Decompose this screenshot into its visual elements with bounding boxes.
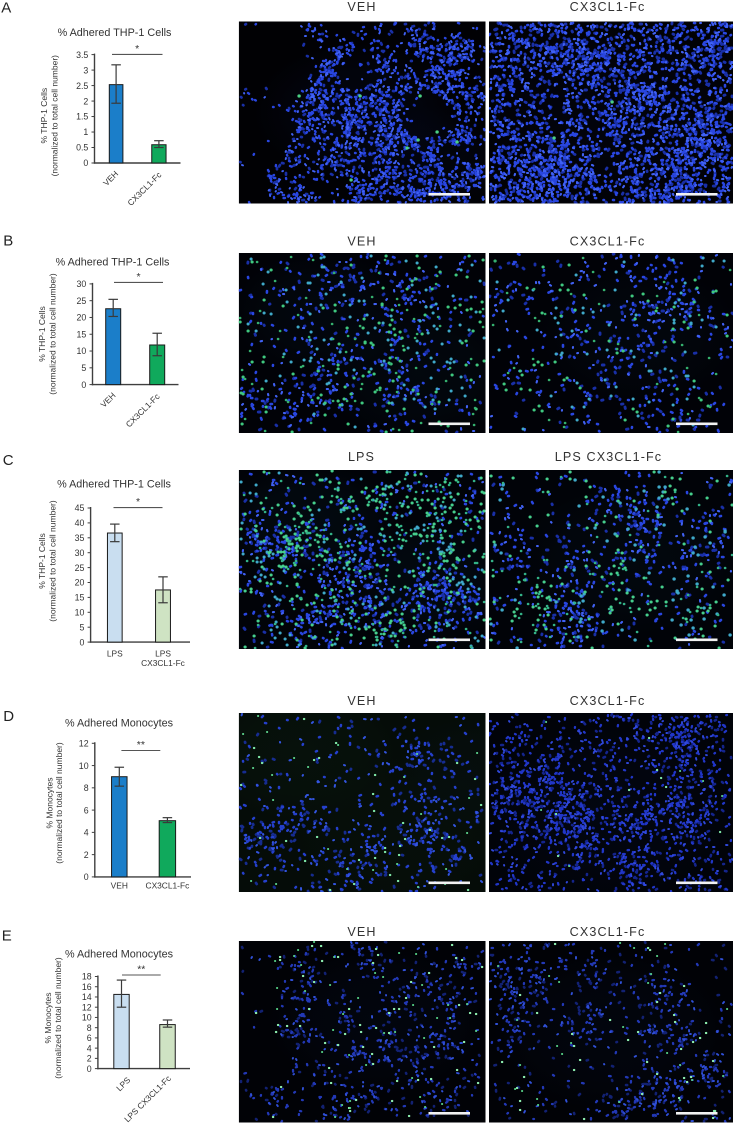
svg-text:5: 5 bbox=[81, 363, 86, 373]
svg-text:LPS: LPS bbox=[348, 450, 375, 464]
svg-text:VEH: VEH bbox=[98, 390, 117, 409]
svg-text:% THP-1 Cells: % THP-1 Cells bbox=[39, 88, 49, 144]
svg-text:(normalized to total cell numb: (normalized to total cell number) bbox=[48, 500, 58, 622]
svg-text:CX3CL1-Fc: CX3CL1-Fc bbox=[570, 925, 646, 939]
svg-text:14: 14 bbox=[82, 992, 92, 1002]
svg-text:12: 12 bbox=[82, 1002, 92, 1012]
svg-text:2: 2 bbox=[87, 1054, 92, 1064]
svg-text:CX3CL1-Fc: CX3CL1-Fc bbox=[570, 694, 646, 708]
svg-text:0: 0 bbox=[79, 637, 84, 647]
svg-text:(normalized to total cell numb: (normalized to total cell number) bbox=[50, 55, 60, 177]
svg-text:LPS: LPS bbox=[114, 1075, 133, 1094]
svg-text:12: 12 bbox=[79, 739, 89, 749]
svg-text:VEH: VEH bbox=[347, 235, 376, 249]
svg-text:VEH: VEH bbox=[101, 169, 120, 188]
svg-text:LPS: LPS bbox=[107, 649, 123, 659]
svg-text:0: 0 bbox=[84, 872, 89, 882]
svg-text:16: 16 bbox=[82, 982, 92, 992]
svg-text:30: 30 bbox=[75, 548, 85, 558]
svg-text:% Adhered THP-1 Cells: % Adhered THP-1 Cells bbox=[57, 479, 171, 491]
svg-text:% Adhered THP-1 Cells: % Adhered THP-1 Cells bbox=[58, 27, 172, 39]
svg-text:*: * bbox=[136, 271, 140, 283]
svg-text:A: A bbox=[1, 0, 11, 16]
svg-text:18: 18 bbox=[82, 972, 92, 982]
svg-text:30: 30 bbox=[77, 279, 87, 289]
svg-text:CX3CL1-Fc: CX3CL1-Fc bbox=[146, 881, 190, 891]
svg-text:2: 2 bbox=[84, 850, 89, 860]
svg-text:10: 10 bbox=[82, 1013, 92, 1023]
svg-text:*: * bbox=[135, 43, 139, 55]
svg-text:% Monocytes: % Monocytes bbox=[43, 992, 53, 1043]
svg-text:10: 10 bbox=[77, 346, 87, 356]
svg-text:0.5: 0.5 bbox=[76, 143, 88, 153]
svg-text:(normalized to total cell numb: (normalized to total cell number) bbox=[48, 273, 58, 395]
svg-text:VEH: VEH bbox=[347, 694, 376, 708]
svg-text:6: 6 bbox=[87, 1033, 92, 1043]
svg-text:0: 0 bbox=[87, 1064, 92, 1074]
svg-text:% Adhered Monocytes: % Adhered Monocytes bbox=[65, 718, 174, 730]
svg-text:8: 8 bbox=[87, 1023, 92, 1033]
svg-text:5: 5 bbox=[79, 622, 84, 632]
svg-text:25: 25 bbox=[75, 563, 85, 573]
svg-text:% Adhered Monocytes: % Adhered Monocytes bbox=[65, 949, 174, 961]
svg-text:45: 45 bbox=[75, 503, 85, 513]
svg-text:8: 8 bbox=[84, 783, 89, 793]
svg-text:D: D bbox=[3, 708, 14, 725]
svg-text:CX3CL1-Fc: CX3CL1-Fc bbox=[124, 391, 162, 429]
svg-text:CX3CL1-Fc: CX3CL1-Fc bbox=[141, 658, 185, 668]
svg-text:% Monocytes: % Monocytes bbox=[44, 777, 54, 828]
svg-text:1: 1 bbox=[83, 127, 88, 137]
svg-text:10: 10 bbox=[79, 761, 89, 771]
svg-text:2.5: 2.5 bbox=[76, 81, 88, 91]
svg-text:20: 20 bbox=[77, 313, 87, 323]
svg-text:25: 25 bbox=[77, 296, 87, 306]
svg-text:10: 10 bbox=[75, 608, 85, 618]
svg-text:**: ** bbox=[137, 964, 145, 976]
svg-text:4: 4 bbox=[87, 1043, 92, 1053]
svg-text:4: 4 bbox=[84, 828, 89, 838]
svg-text:CX3CL1-Fc: CX3CL1-Fc bbox=[570, 0, 646, 14]
svg-text:VEH: VEH bbox=[111, 881, 128, 891]
svg-text:0: 0 bbox=[81, 380, 86, 390]
svg-text:E: E bbox=[2, 928, 12, 945]
svg-text:% THP-1 Cells: % THP-1 Cells bbox=[37, 306, 47, 362]
svg-text:LPS CX3CL1-Fc: LPS CX3CL1-Fc bbox=[555, 450, 662, 464]
svg-text:VEH: VEH bbox=[347, 0, 376, 14]
svg-text:15: 15 bbox=[75, 593, 85, 603]
svg-text:1.5: 1.5 bbox=[76, 112, 88, 122]
svg-text:0: 0 bbox=[83, 158, 88, 168]
svg-text:% Adhered THP-1 Cells: % Adhered THP-1 Cells bbox=[56, 257, 170, 269]
svg-text:CX3CL1-Fc: CX3CL1-Fc bbox=[125, 170, 163, 208]
svg-text:*: * bbox=[136, 496, 140, 508]
svg-text:6: 6 bbox=[84, 805, 89, 815]
svg-text:VEH: VEH bbox=[347, 925, 376, 939]
svg-text:2: 2 bbox=[83, 96, 88, 106]
svg-text:C: C bbox=[3, 452, 14, 469]
svg-text:(normalized to total cell numb: (normalized to total cell number) bbox=[54, 742, 64, 864]
svg-text:40: 40 bbox=[75, 518, 85, 528]
svg-text:3: 3 bbox=[83, 65, 88, 75]
svg-text:**: ** bbox=[137, 739, 145, 751]
svg-text:(normalized to total cell numb: (normalized to total cell number) bbox=[53, 957, 63, 1079]
svg-text:20: 20 bbox=[75, 578, 85, 588]
svg-text:LPS: LPS bbox=[155, 649, 171, 659]
svg-text:B: B bbox=[3, 232, 13, 249]
svg-text:35: 35 bbox=[75, 533, 85, 543]
svg-text:CX3CL1-Fc: CX3CL1-Fc bbox=[570, 235, 646, 249]
svg-text:% THP-1 Cells: % THP-1 Cells bbox=[37, 533, 47, 589]
svg-text:3.5: 3.5 bbox=[76, 50, 88, 60]
svg-text:15: 15 bbox=[77, 329, 87, 339]
